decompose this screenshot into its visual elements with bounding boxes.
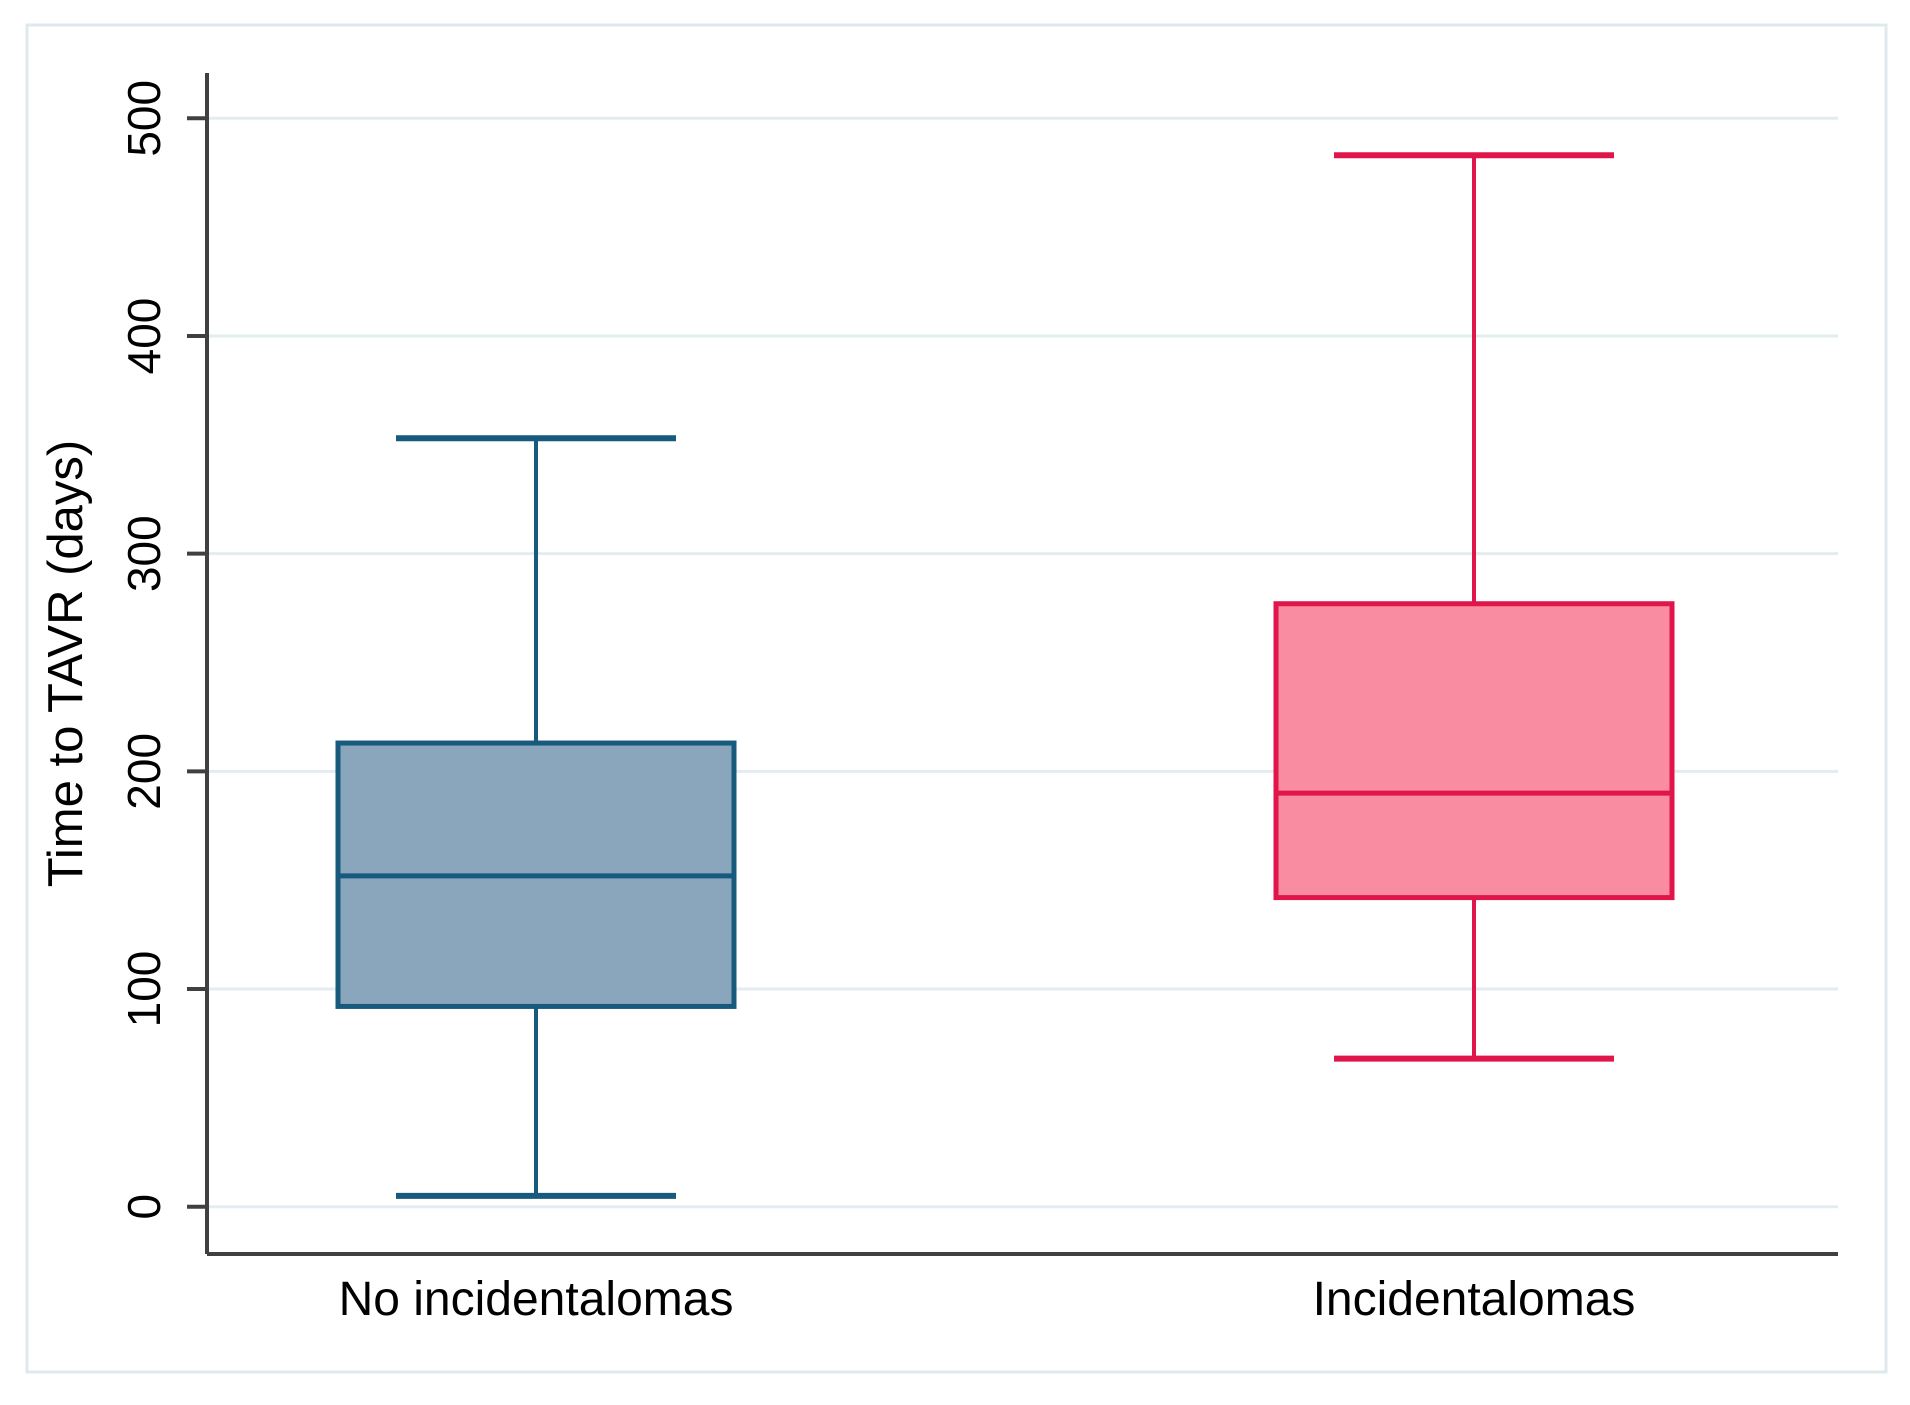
y-tick-label-500: 500 — [118, 80, 170, 157]
iqr-box-incidentalomas — [1273, 601, 1675, 901]
figure-border — [25, 23, 1888, 1374]
x-category-label-no-incidentalomas: No incidentalomas — [339, 1273, 734, 1326]
y-tick-label-300: 300 — [118, 515, 170, 592]
y-tick-label-0: 0 — [118, 1194, 170, 1220]
y-axis-title: Time to TAVR (days) — [39, 440, 93, 887]
y-tick-label-400: 400 — [118, 298, 170, 375]
y-tick-label-100: 100 — [118, 951, 170, 1028]
y-tick-label-200: 200 — [118, 733, 170, 810]
x-category-label-incidentalomas: Incidentalomas — [1313, 1273, 1636, 1326]
